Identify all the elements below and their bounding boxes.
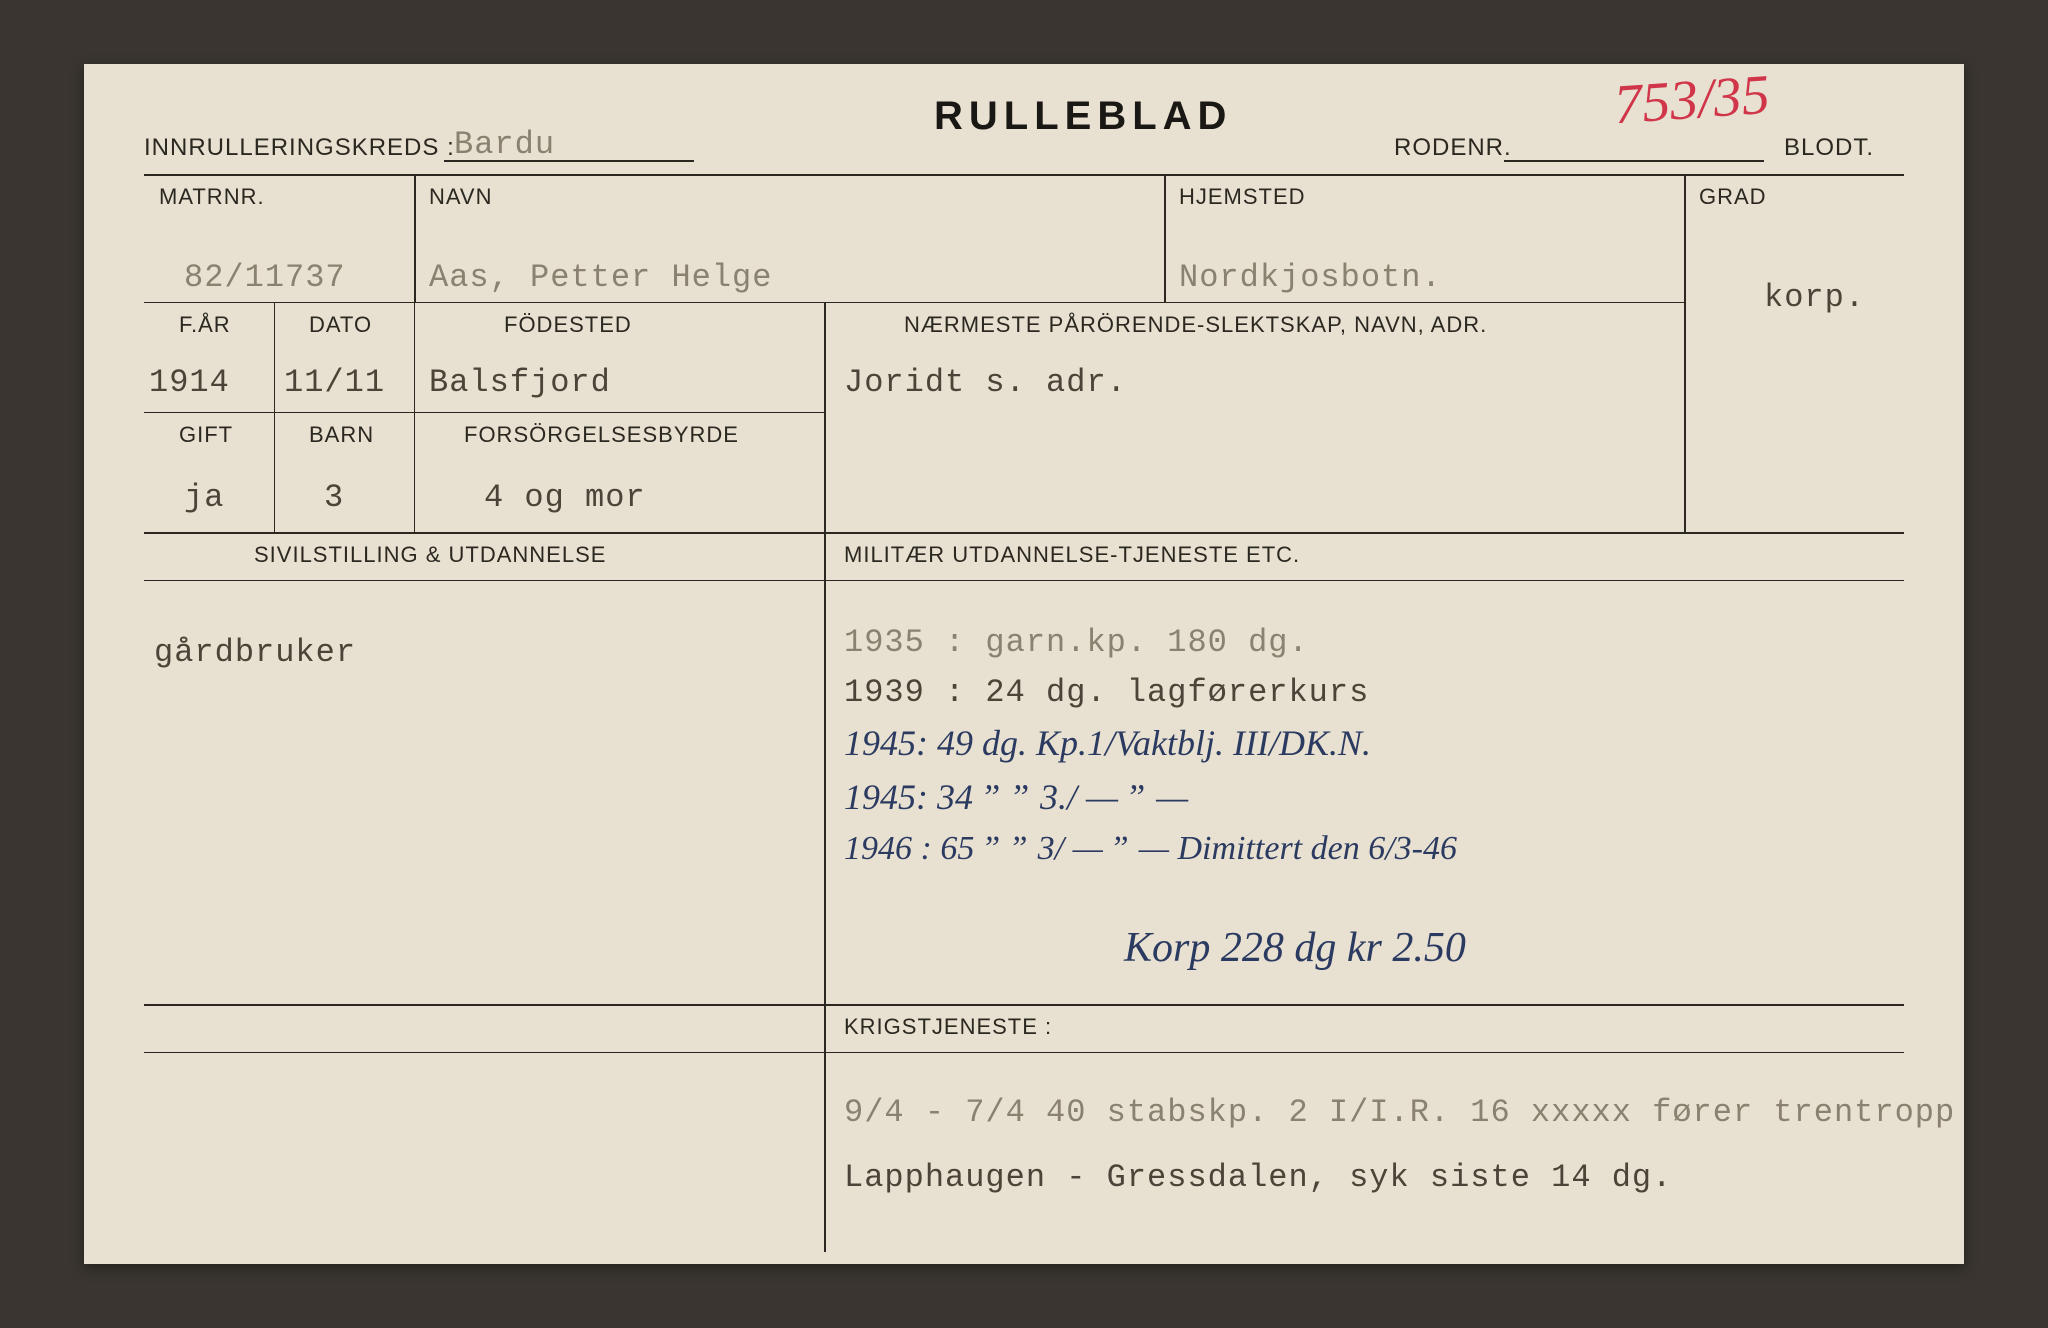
navn-value: Aas, Petter Helge [429,259,772,296]
divider [824,532,826,1252]
grad-value: korp. [1764,279,1865,316]
divider [144,412,824,413]
record-card: RULLEBLAD INNRULLERINGSKREDS : Bardu ROD… [84,64,1964,1264]
dato-label: DATO [309,312,372,338]
krigstjeneste-line-1: 9/4 - 7/4 40 stabskp. 2 I/I.R. 16 xxxxx … [844,1094,1955,1131]
faar-label: F.ÅR [179,312,231,338]
innrulleringskreds-underline [444,130,694,162]
militar-line-6: Korp 228 dg kr 2.50 [1124,924,1466,972]
card-title: RULLEBLAD [934,94,1232,139]
faar-value: 1914 [149,364,230,401]
forsorgelsesbyrde-label: FORSÖRGELSESBYRDE [464,422,739,448]
paarorende-value: Joridt s. adr. [844,364,1127,401]
fodested-value: Balsfjord [429,364,611,401]
barn-label: BARN [309,422,374,448]
divider [144,1004,1904,1006]
militar-line-2: 1939 : 24 dg. lagførerkurs [844,674,1369,711]
matrnr-label: MATRNR. [159,184,265,210]
divider [144,580,1904,581]
divider [1164,174,1166,302]
grad-label: GRAD [1699,184,1767,210]
gift-label: GIFT [179,422,233,448]
innrulleringskreds-label: INNRULLERINGSKREDS : [144,134,455,162]
paarorende-label: NÆRMESTE PÅRÖRENDE-SLEKTSKAP, NAVN, ADR. [904,312,1487,338]
sivil-value: gårdbruker [154,634,356,671]
divider [144,532,1904,534]
krigstjeneste-line-2: Lapphaugen - Gressdalen, syk siste 14 dg… [844,1159,1672,1196]
militar-label: MILITÆR UTDANNELSE-TJENESTE ETC. [844,542,1300,568]
divider [414,174,416,302]
militar-line-5: 1946 : 65 ˮ ˮ 3/ — ˮ — Dimittert den 6/3… [844,830,1457,868]
militar-line-1: 1935 : garn.kp. 180 dg. [844,624,1309,661]
hjemsted-value: Nordkjosbotn. [1179,259,1442,296]
divider [274,302,275,532]
forsorgelsesbyrde-value: 4 og mor [484,479,646,516]
divider [1684,174,1686,532]
divider [144,302,1684,303]
militar-line-3: 1945: 49 dg. Kp.1/Vaktblj. III/DK.N. [844,722,1371,764]
navn-label: NAVN [429,184,493,210]
divider [824,302,826,532]
rodenr-value: 753/35 [1612,63,1772,138]
blodt-label: BLODT. [1784,134,1874,162]
krigstjeneste-label: KRIGSTJENESTE : [844,1014,1052,1040]
matrnr-value: 82/11737 [184,259,346,296]
fodested-label: FÖDESTED [504,312,632,338]
rodenr-label: RODENR. [1394,134,1512,162]
divider [414,302,415,532]
gift-value: ja [184,479,224,516]
barn-value: 3 [324,479,344,516]
hjemsted-label: HJEMSTED [1179,184,1306,210]
sivil-label: SIVILSTILLING & UTDANNELSE [254,542,606,568]
dato-value: 11/11 [284,364,385,401]
divider [144,1052,1904,1053]
divider [144,174,1904,176]
militar-line-4: 1945: 34 ˮ ˮ 3./ — ˮ — [844,776,1188,818]
